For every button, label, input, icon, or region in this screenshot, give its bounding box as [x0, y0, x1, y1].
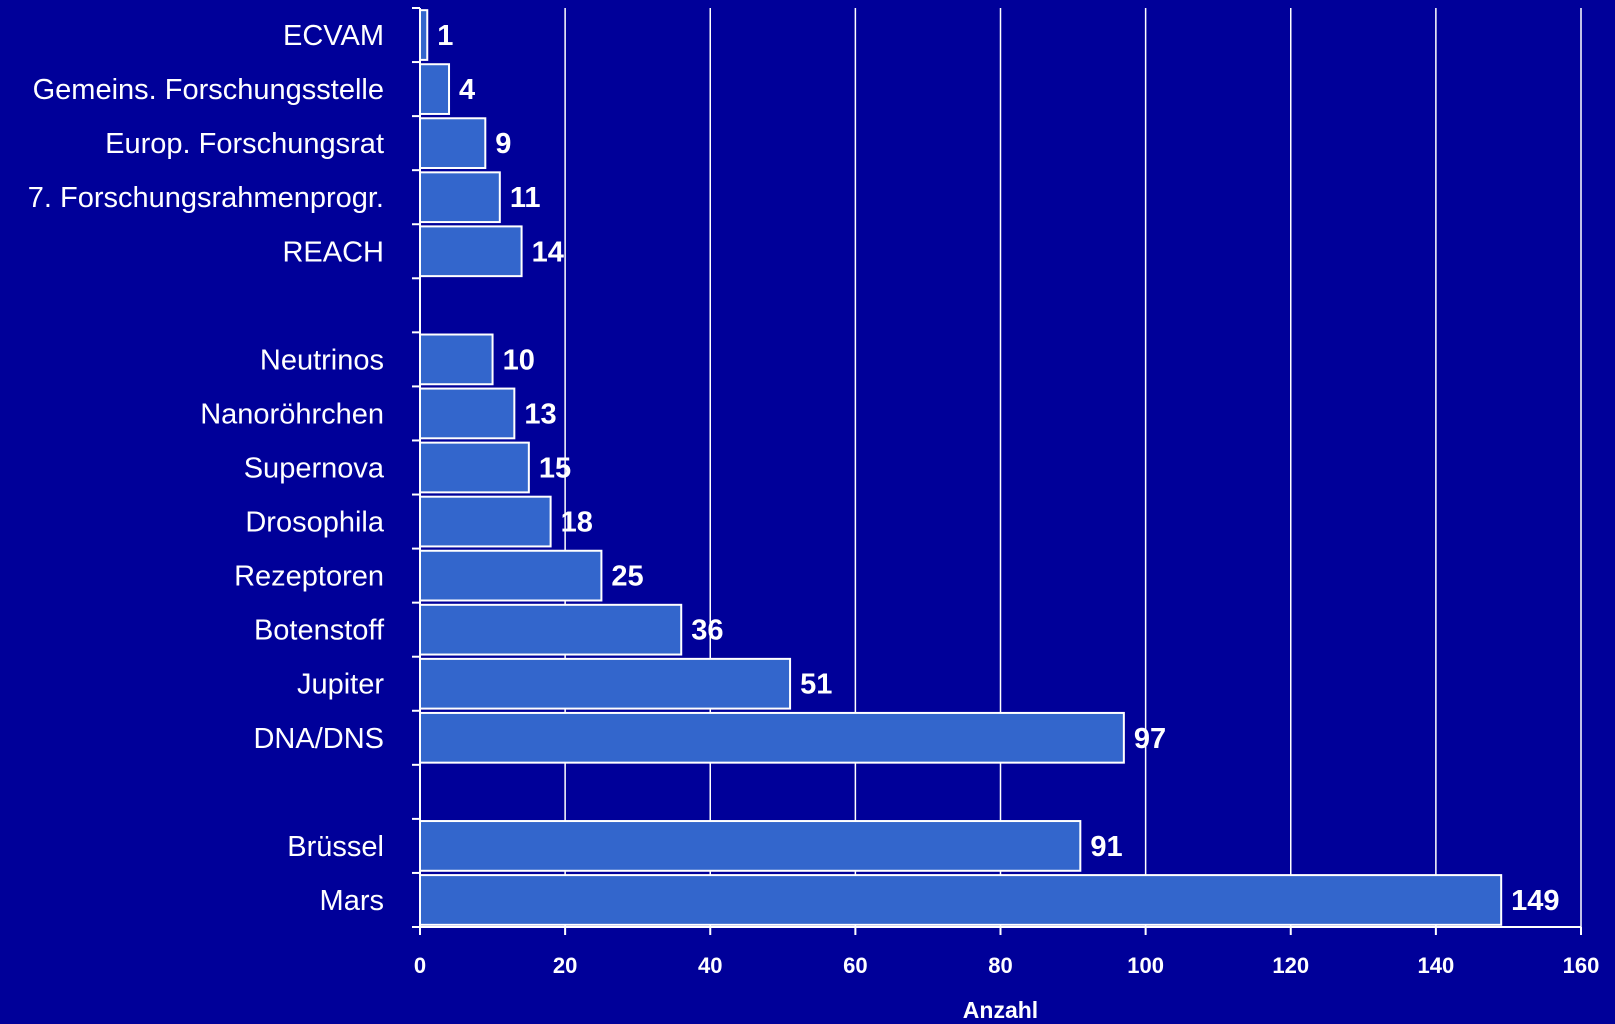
bar — [419, 549, 603, 602]
bar — [419, 63, 451, 115]
bar — [419, 495, 552, 548]
data-label: 1 — [437, 20, 453, 52]
category-label: Brüssel — [287, 831, 384, 863]
x-tick-label: 100 — [1127, 953, 1164, 978]
bar — [419, 657, 792, 710]
category-label: Mars — [320, 885, 384, 917]
category-label: Botenstoff — [254, 615, 385, 647]
x-tick-label: 0 — [414, 953, 426, 978]
bar — [419, 711, 1125, 764]
category-label: Europ. Forschungsrat — [105, 128, 384, 160]
data-label: 14 — [532, 236, 564, 268]
category-label: REACH — [282, 236, 384, 268]
bar — [419, 441, 530, 494]
data-label: 97 — [1134, 723, 1166, 755]
bar — [419, 9, 429, 61]
data-label: 11 — [510, 182, 541, 214]
data-label: 10 — [503, 344, 535, 376]
x-tick-label: 60 — [843, 953, 867, 978]
bar — [419, 171, 501, 224]
category-label: Gemeins. Forschungsstelle — [33, 74, 384, 106]
category-label: Nanoröhrchen — [200, 398, 384, 430]
bar — [419, 387, 516, 440]
gridlines — [564, 8, 1582, 927]
data-label: 149 — [1511, 885, 1559, 917]
bar — [419, 874, 1503, 926]
category-label: DNA/DNS — [253, 723, 384, 755]
data-label: 15 — [539, 453, 571, 485]
category-label: Jupiter — [297, 669, 384, 701]
bar — [419, 820, 1082, 872]
labels: 0 20 40 60 80 100 120 140 160 ECVAM 1 Gemeins. Fors… — [28, 20, 1600, 978]
bar — [419, 333, 494, 386]
data-label: 4 — [459, 74, 475, 106]
bars — [419, 9, 1503, 926]
category-label: Rezeptoren — [234, 561, 384, 593]
bar — [419, 603, 683, 656]
x-tick-label: 20 — [553, 953, 577, 978]
data-label: 13 — [524, 398, 556, 430]
x-tick-label: 140 — [1418, 953, 1455, 978]
data-label: 25 — [611, 561, 643, 593]
data-label: 91 — [1090, 831, 1122, 863]
x-tick-label: 40 — [698, 953, 722, 978]
category-label: Supernova — [244, 453, 385, 485]
data-label: 36 — [691, 615, 723, 647]
data-label: 9 — [495, 128, 511, 160]
category-label: Drosophila — [245, 507, 384, 539]
x-tick-label: 80 — [988, 953, 1012, 978]
bar — [419, 225, 523, 278]
data-label: 18 — [561, 507, 593, 539]
category-label: Neutrinos — [260, 344, 384, 376]
data-label: 51 — [800, 669, 832, 701]
x-tick-label: 120 — [1272, 953, 1309, 978]
bar — [419, 117, 487, 170]
category-label: ECVAM — [283, 20, 384, 52]
x-axis-title: Anzahl — [963, 997, 1038, 1023]
axes — [412, 7, 1582, 935]
x-tick-label: 160 — [1563, 953, 1600, 978]
category-label: 7. Forschungsrahmenprogr. — [28, 182, 384, 214]
